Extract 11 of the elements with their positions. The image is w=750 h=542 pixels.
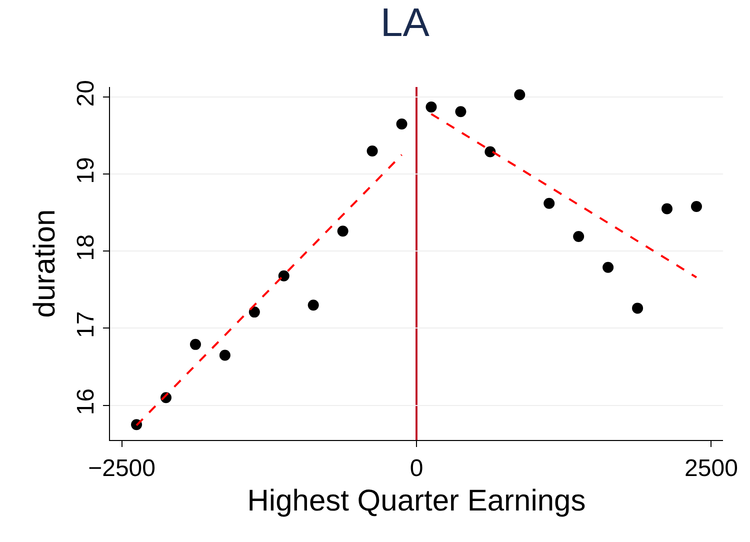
y-tick-label: 20: [72, 80, 100, 107]
y-tick-label: 17: [72, 311, 100, 338]
x-tick-label: 2500: [684, 454, 738, 482]
x-tick-label: 0: [410, 454, 424, 482]
x-tick-label: −2500: [88, 454, 156, 482]
y-axis-title: duration: [28, 209, 62, 318]
chart-title: LA: [380, 1, 430, 46]
y-tick-label: 18: [72, 234, 100, 261]
y-tick-label: 19: [72, 157, 100, 184]
x-axis-title: Highest Quarter Earnings: [247, 484, 586, 518]
y-tick-label: 16: [72, 388, 100, 416]
